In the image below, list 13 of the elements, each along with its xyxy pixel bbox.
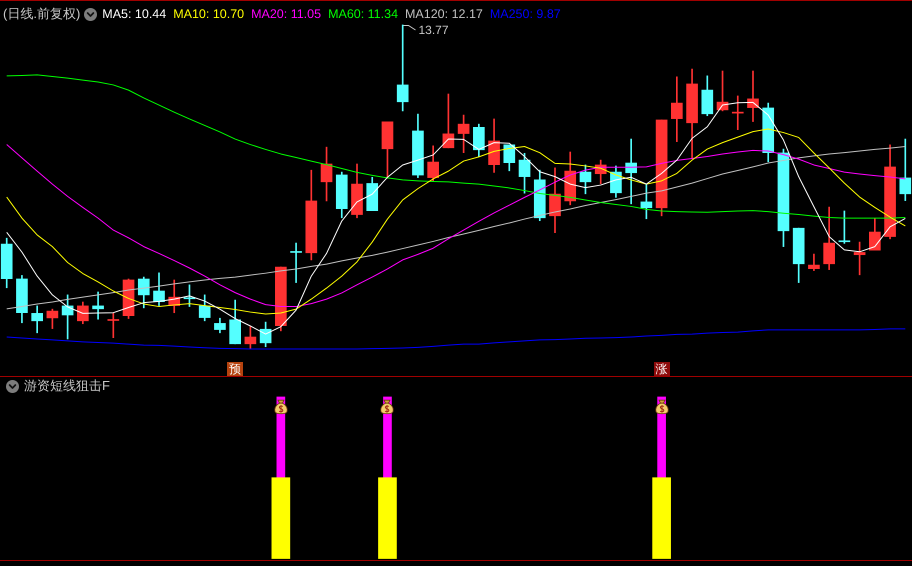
chart-title: 游资短线狙击F [24, 378, 110, 394]
chart-title: (日线.前复权) [3, 6, 80, 22]
text: 预 [229, 362, 242, 376]
candlestick [747, 70, 759, 122]
text: MA5: 10.44 [102, 6, 166, 22]
text: MA10: 10.70 [173, 6, 244, 22]
annotation: 13.77 [418, 22, 449, 37]
text: 涨 [656, 362, 668, 376]
text: MA120: 12.17 [405, 6, 483, 22]
text: MA60: 11.34 [328, 6, 398, 22]
candlestick [290, 242, 302, 283]
text: MA250: 9.87 [490, 6, 561, 22]
text: MA20: 11.05 [251, 6, 322, 22]
